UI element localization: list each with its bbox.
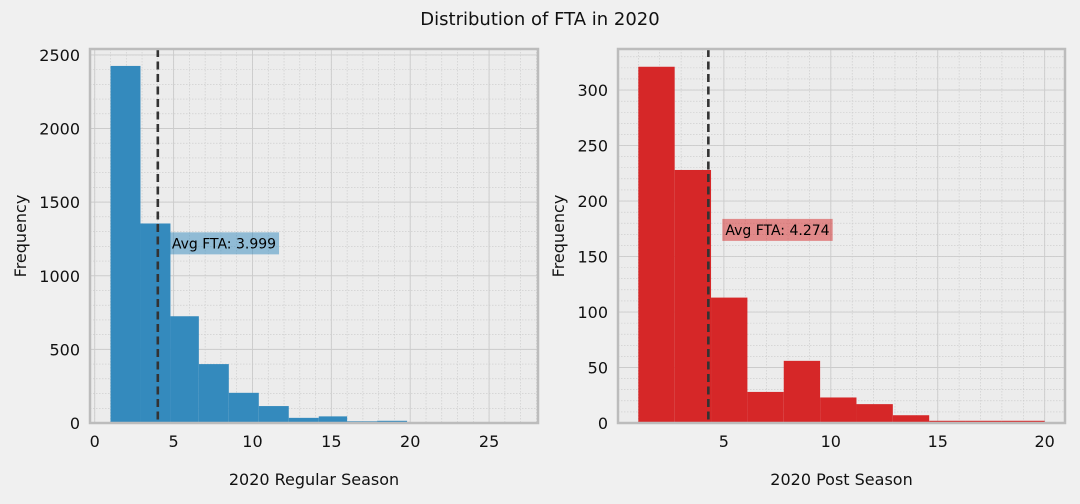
x-tick-label: 15 xyxy=(321,432,341,451)
y-tick-label: 0 xyxy=(598,414,608,433)
histogram-bar xyxy=(228,392,259,423)
x-tick-label: 5 xyxy=(719,432,729,451)
histogram-bar xyxy=(140,223,171,423)
y-tick-label: 200 xyxy=(577,192,608,211)
y-tick-label: 2500 xyxy=(39,46,80,65)
x-tick-label: 20 xyxy=(1035,432,1055,451)
figure-title: Distribution of FTA in 2020 xyxy=(420,9,659,30)
y-tick-label: 1500 xyxy=(39,193,80,212)
histogram-bar xyxy=(258,406,289,423)
histogram-bar xyxy=(820,397,857,423)
y-tick-label: 1000 xyxy=(39,267,80,286)
histogram-bar xyxy=(170,316,199,423)
y-tick-label: 100 xyxy=(577,303,608,322)
histogram-bar xyxy=(747,391,784,423)
histogram-bar xyxy=(856,404,893,423)
x-axis-label: 2020 Regular Season xyxy=(229,470,399,489)
mean-label-box xyxy=(722,218,833,241)
mean-label: Avg FTA: 4.274 xyxy=(725,223,829,239)
histogram-bar xyxy=(674,169,712,423)
y-tick-label: 2000 xyxy=(39,120,80,139)
histogram-bar xyxy=(783,360,821,423)
x-tick-label: 15 xyxy=(928,432,948,451)
x-tick-label: 10 xyxy=(821,432,841,451)
mean-label: Avg FTA: 3.999 xyxy=(172,236,276,252)
mean-label-box xyxy=(168,232,280,255)
y-axis-label: Frequency xyxy=(11,195,30,278)
histogram-bar xyxy=(318,416,348,423)
x-tick-label: 25 xyxy=(479,432,499,451)
y-axis-label: Frequency xyxy=(549,195,568,278)
x-tick-label: 5 xyxy=(169,432,179,451)
y-tick-label: 500 xyxy=(49,340,80,359)
y-tick-label: 50 xyxy=(588,359,608,378)
histogram-bar xyxy=(711,297,748,423)
x-tick-label: 20 xyxy=(400,432,420,451)
y-tick-label: 150 xyxy=(577,248,608,267)
x-tick-label: 0 xyxy=(90,432,100,451)
plot-frame xyxy=(88,47,540,425)
histogram-bar xyxy=(638,66,675,423)
histogram-bar xyxy=(198,364,229,423)
histogram-bar xyxy=(110,65,141,423)
x-axis-label: 2020 Post Season xyxy=(770,470,912,489)
histogram-bar xyxy=(288,417,319,423)
x-tick-label: 10 xyxy=(242,432,262,451)
y-tick-label: 250 xyxy=(577,137,608,156)
plot-frame xyxy=(616,47,1067,425)
y-tick-label: 0 xyxy=(70,414,80,433)
regular-season-panel: Avg FTA: 3.999 0 5 10 15 20 25 0 500 1000 1500 2000… xyxy=(11,46,540,489)
histogram-bar xyxy=(892,415,930,423)
y-tick-label: 300 xyxy=(577,81,608,100)
